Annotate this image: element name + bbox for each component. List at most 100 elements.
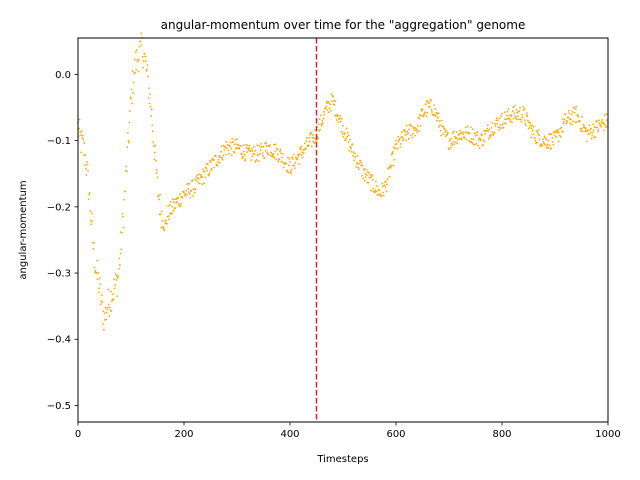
- data-point: [128, 121, 131, 124]
- data-point: [89, 219, 92, 222]
- data-point: [124, 190, 127, 193]
- data-point: [477, 138, 480, 141]
- data-point: [261, 152, 264, 155]
- data-point: [348, 149, 351, 152]
- data-point: [377, 193, 379, 196]
- data-point: [499, 124, 502, 127]
- data-point: [524, 124, 527, 127]
- data-point: [602, 123, 605, 125]
- data-point: [302, 152, 305, 154]
- data-point: [208, 172, 211, 175]
- plot-frame: [77, 37, 609, 423]
- data-point: [315, 139, 318, 142]
- data-point: [458, 137, 460, 140]
- data-point: [470, 137, 473, 140]
- data-point: [78, 127, 80, 130]
- data-point: [543, 135, 546, 138]
- data-point: [305, 148, 307, 150]
- data-point: [353, 159, 356, 162]
- data-point: [497, 126, 500, 129]
- data-point: [385, 180, 387, 183]
- data-point: [430, 108, 433, 111]
- data-point: [314, 129, 316, 132]
- data-point: [337, 121, 340, 124]
- data-point: [244, 158, 247, 161]
- data-point: [404, 134, 407, 136]
- data-point: [133, 58, 136, 61]
- data-point: [299, 148, 302, 151]
- data-point: [397, 140, 400, 143]
- data-point: [246, 151, 248, 153]
- data-point: [210, 167, 213, 170]
- data-point: [206, 169, 209, 172]
- data-point: [598, 122, 601, 125]
- data-point: [327, 111, 330, 114]
- data-point: [547, 147, 550, 149]
- data-point: [563, 120, 565, 123]
- data-point: [346, 131, 349, 134]
- data-point: [584, 130, 587, 133]
- data-point: [518, 118, 520, 121]
- data-point: [585, 140, 588, 143]
- data-point: [452, 130, 455, 133]
- data-point: [440, 134, 442, 137]
- data-point: [116, 277, 119, 279]
- data-point: [137, 70, 140, 73]
- data-point: [383, 184, 386, 187]
- data-point: [231, 137, 234, 140]
- data-point: [281, 161, 284, 164]
- data-point: [307, 144, 310, 147]
- data-point: [515, 118, 518, 121]
- data-point: [439, 124, 441, 126]
- data-point: [405, 124, 408, 127]
- data-point: [334, 100, 337, 103]
- data-point: [113, 287, 116, 290]
- data-point: [561, 118, 564, 120]
- data-point: [174, 206, 177, 209]
- data-point: [437, 112, 440, 115]
- data-point: [408, 128, 411, 131]
- data-point: [103, 312, 106, 315]
- data-point: [185, 189, 188, 192]
- data-point: [583, 125, 586, 127]
- data-point: [290, 172, 292, 175]
- data-point: [176, 200, 179, 203]
- data-point: [276, 148, 279, 151]
- data-point: [461, 131, 464, 134]
- data-point: [312, 140, 315, 143]
- data-point: [433, 114, 436, 116]
- data-point: [254, 150, 257, 152]
- data-point: [565, 122, 568, 125]
- data-point: [466, 125, 469, 128]
- data-point: [596, 126, 599, 129]
- data-point: [386, 178, 389, 180]
- x-tick-label: 800: [492, 429, 511, 440]
- data-point: [102, 322, 104, 325]
- data-point: [450, 137, 453, 140]
- data-point: [456, 131, 458, 133]
- data-point: [421, 109, 423, 112]
- data-point: [500, 127, 502, 130]
- data-point: [289, 160, 291, 163]
- scatter-points: [77, 32, 609, 331]
- data-point: [571, 123, 573, 126]
- data-point: [491, 131, 493, 133]
- data-point: [110, 310, 113, 313]
- data-point: [119, 252, 122, 255]
- data-point: [156, 176, 159, 179]
- data-point: [122, 226, 125, 229]
- data-point: [232, 141, 235, 143]
- data-point: [299, 147, 301, 149]
- data-point: [512, 106, 515, 109]
- data-point: [233, 143, 236, 146]
- data-point: [547, 139, 550, 142]
- data-point: [514, 116, 517, 119]
- data-point: [220, 150, 223, 153]
- data-point: [117, 267, 120, 270]
- data-point: [258, 153, 261, 155]
- data-point: [311, 134, 314, 136]
- data-point: [559, 136, 562, 138]
- data-point: [146, 68, 148, 71]
- data-point: [336, 115, 339, 118]
- data-point: [576, 113, 579, 116]
